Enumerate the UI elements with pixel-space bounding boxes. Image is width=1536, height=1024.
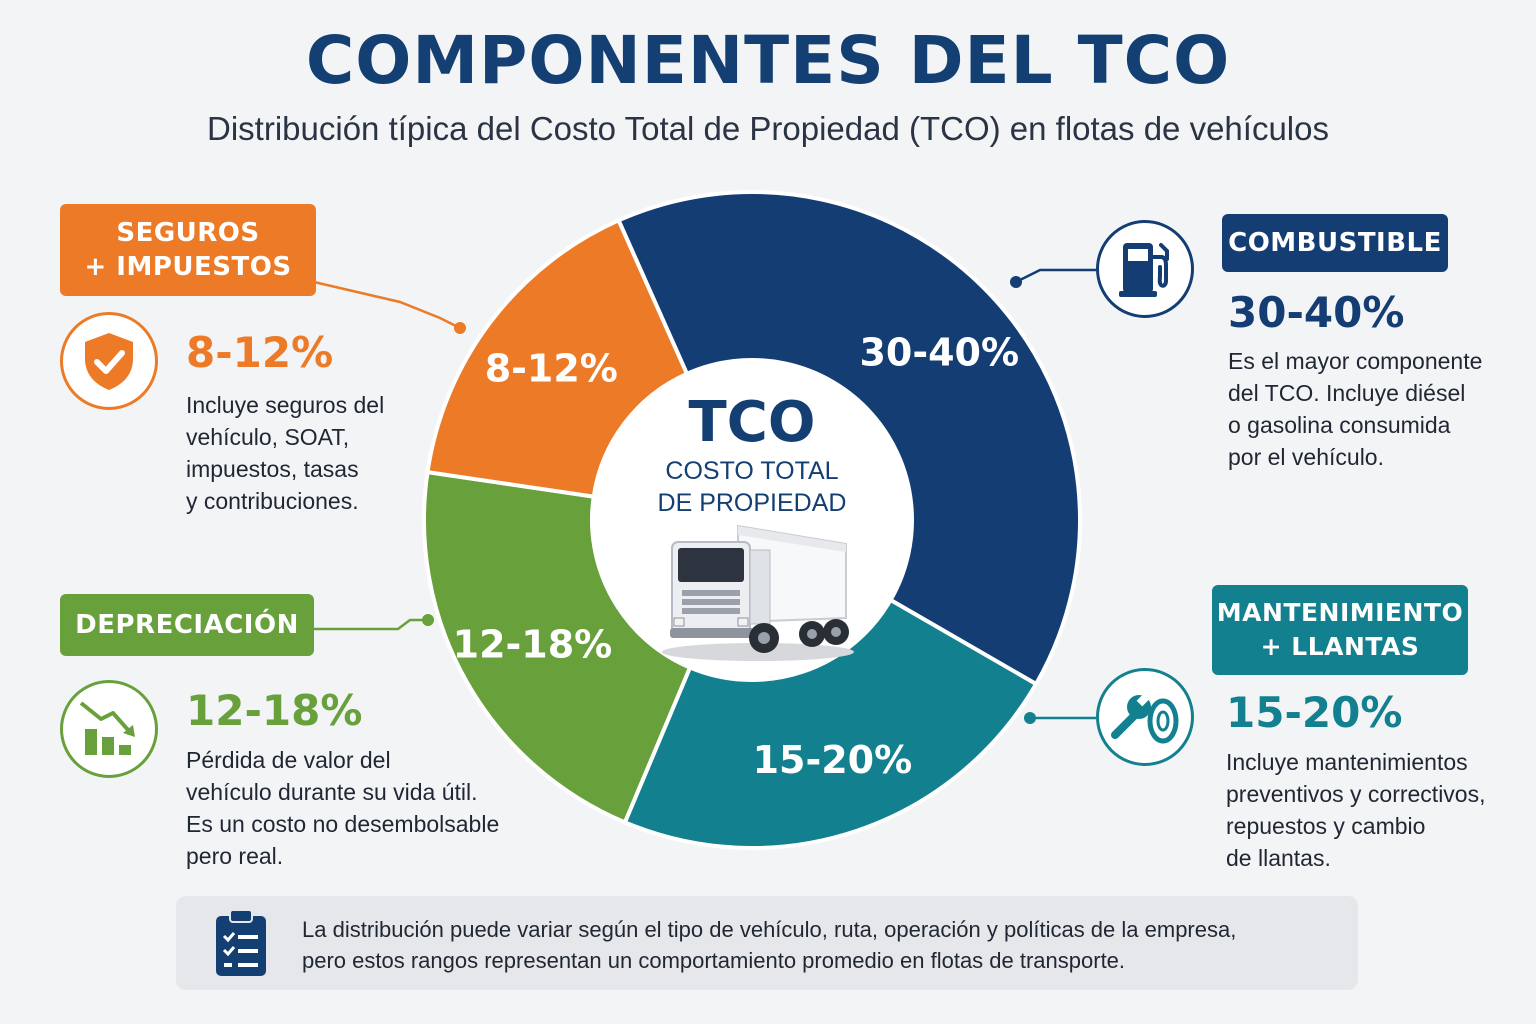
connector-dot-seguros — [454, 322, 466, 334]
center-line-2: DE PROPIEDAD — [658, 489, 847, 517]
desc-seguros-line: vehículo, SOAT, — [186, 424, 350, 450]
truck-illustration — [662, 524, 854, 661]
desc-seguros-line: y contribuciones. — [186, 488, 359, 514]
wrench-tire-icon — [1096, 668, 1194, 766]
tag-combustible-line-1: COMBUSTIBLE — [1228, 228, 1442, 258]
pct-mantenimiento: 15-20% — [1226, 688, 1403, 737]
pct-combustible: 30-40% — [1228, 288, 1405, 337]
desc-combustible: Es el mayor componente del TCO. Incluye … — [1228, 345, 1482, 473]
tag-mantenimiento-llantas: MANTENIMIENTO + LLANTAS — [1212, 585, 1468, 675]
connector-seguros — [313, 280, 461, 330]
footnote-line-2: pero estos rangos representan un comport… — [302, 948, 1126, 973]
tag-mantenimiento-line-1: MANTENIMIENTO — [1216, 598, 1464, 627]
tag-depreciacion-line-1: DEPRECIACIÓN — [75, 610, 299, 640]
connector-dot-mantenimiento — [1024, 712, 1036, 724]
slice-label-3: 8-12% — [485, 347, 618, 391]
connector-depreciacion — [314, 618, 428, 631]
declining-bars-icon — [60, 680, 158, 778]
desc-seguros-line: Incluye seguros del — [186, 392, 385, 418]
footnote-text: La distribución puede variar según el ti… — [302, 914, 1236, 976]
connector-dot-combustible — [1010, 276, 1022, 288]
tag-seguros-line-2: + IMPUESTOS — [84, 252, 292, 282]
desc-depreciacion: Pérdida de valor del vehículo durante su… — [186, 744, 499, 872]
clipboard-checklist-icon — [216, 909, 266, 976]
connector-dot-depreciacion — [422, 614, 434, 626]
desc-combustible-line: del TCO. Incluye diésel — [1228, 380, 1466, 406]
tag-seguros-impuestos: SEGUROS + IMPUESTOS — [60, 204, 316, 296]
desc-depreciacion-line: Es un costo no desembolsable — [186, 811, 500, 837]
desc-depreciacion-line: Pérdida de valor del — [186, 747, 391, 773]
pct-seguros: 8-12% — [186, 328, 334, 377]
slice-label-2: 12-18% — [453, 623, 613, 667]
footnote-line-1: La distribución puede variar según el ti… — [302, 917, 1237, 942]
desc-depreciacion-line: pero real. — [186, 843, 284, 869]
slice-label-1: 15-20% — [753, 738, 913, 782]
desc-combustible-line: por el vehículo. — [1228, 444, 1384, 470]
center-line-1: COSTO TOTAL — [665, 457, 838, 485]
footnote-box: La distribución puede variar según el ti… — [176, 896, 1358, 990]
desc-seguros: Incluye seguros del vehículo, SOAT, impu… — [186, 389, 384, 517]
shield-check-icon — [60, 312, 158, 410]
pct-depreciacion: 12-18% — [186, 686, 363, 735]
desc-mantenimiento-line: de llantas. — [1226, 845, 1331, 871]
desc-seguros-line: impuestos, tasas — [186, 456, 359, 482]
desc-mantenimiento-line: Incluye mantenimientos — [1226, 749, 1468, 775]
tag-depreciacion: DEPRECIACIÓN — [60, 594, 314, 656]
slice-label-0: 30-40% — [859, 330, 1019, 374]
desc-combustible-line: o gasolina consumida — [1228, 412, 1451, 438]
page-subtitle: Distribución típica del Costo Total de P… — [207, 110, 1329, 147]
desc-mantenimiento-line: preventivos y correctivos, — [1226, 781, 1486, 807]
connector-combustible — [1015, 268, 1096, 284]
tag-combustible: COMBUSTIBLE — [1222, 214, 1448, 272]
desc-combustible-line: Es el mayor componente — [1228, 348, 1483, 374]
page-title: COMPONENTES DEL TCO — [305, 22, 1231, 99]
tag-seguros-line-1: SEGUROS — [116, 218, 260, 248]
desc-mantenimiento: Incluye mantenimientos preventivos y cor… — [1226, 746, 1485, 874]
tag-mantenimiento-line-2: + LLANTAS — [1260, 632, 1420, 661]
desc-mantenimiento-line: repuestos y cambio — [1226, 813, 1426, 839]
fuel-pump-icon — [1096, 220, 1194, 318]
center-acronym: TCO — [689, 390, 816, 455]
desc-depreciacion-line: vehículo durante su vida útil. — [186, 779, 478, 805]
donut-slice-1 — [622, 597, 1039, 850]
